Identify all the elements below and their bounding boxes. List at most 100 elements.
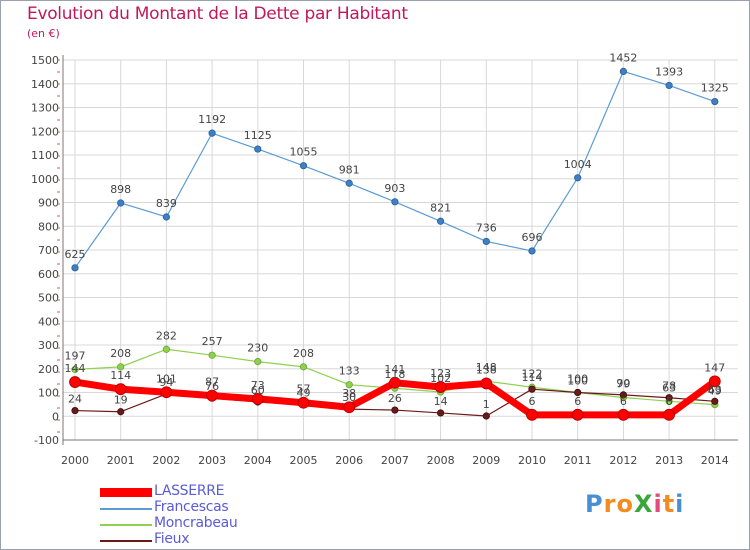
data-point-lasserre (434, 381, 447, 393)
legend-label-fieux: Fieux (154, 531, 190, 547)
data-point-moncrabeau (117, 363, 125, 371)
data-label-moncrabeau: 208 (293, 347, 314, 360)
data-label-moncrabeau: 118 (384, 368, 405, 381)
data-label-fieux: 100 (567, 375, 588, 388)
y-tick-label: 400 (38, 315, 59, 328)
data-label-moncrabeau: 197 (65, 349, 86, 362)
data-label-lasserre: 144 (65, 362, 86, 375)
data-point-francescas (711, 97, 719, 106)
data-label-moncrabeau: 122 (522, 367, 543, 380)
data-point-francescas (436, 217, 445, 225)
data-label-moncrabeau: 257 (202, 335, 223, 348)
x-tick-label: 2002 (152, 454, 180, 467)
data-label-francescas: 898 (110, 183, 131, 196)
data-label-francescas: 1393 (655, 65, 683, 78)
chart-title: Evolution du Montant de la Dette par Hab… (27, 4, 408, 24)
data-point-francescas (208, 129, 216, 137)
data-label-fieux: 94 (159, 376, 173, 389)
data-label-lasserre: 114 (110, 369, 131, 382)
data-label-moncrabeau: 282 (156, 329, 177, 342)
x-tick-label: 2012 (609, 454, 637, 467)
y-tick-label: 300 (38, 339, 59, 352)
proxiti-logo: ProXiti (585, 490, 684, 518)
data-label-fieux: 49 (297, 387, 311, 400)
x-tick-label: 2008 (427, 454, 455, 467)
data-label-francescas: 1325 (701, 82, 729, 95)
data-label-lasserre: 6 (620, 395, 627, 408)
data-label-lasserre: 57 (297, 383, 311, 396)
data-label-moncrabeau: 102 (430, 372, 451, 385)
logo-letter: t (662, 490, 676, 518)
x-tick-label: 2001 (107, 454, 135, 467)
x-tick-label: 2007 (381, 454, 409, 467)
y-tick-label: 800 (38, 220, 59, 233)
data-label-lasserre: 138 (476, 363, 497, 376)
data-point-fieux (528, 385, 536, 393)
y-tick-label: 900 (38, 197, 59, 210)
data-label-fieux: 14 (434, 395, 448, 408)
logo-letter: o (616, 490, 634, 518)
data-label-francescas: 1055 (290, 146, 318, 159)
data-point-lasserre (571, 408, 584, 421)
x-tick-label: 2006 (335, 454, 363, 467)
y-tick-label: 1000 (31, 173, 59, 186)
data-point-moncrabeau (71, 365, 79, 374)
data-label-fieux: 63 (708, 383, 722, 396)
data-label-moncrabeau: 133 (339, 365, 360, 378)
x-tick-label: 2009 (472, 454, 500, 467)
data-label-fieux: 30 (342, 391, 356, 404)
logo-letter: i (653, 490, 663, 518)
data-label-lasserre: 123 (430, 367, 451, 380)
data-point-lasserre (69, 376, 81, 388)
data-point-lasserre (663, 408, 675, 421)
data-point-lasserre (251, 393, 264, 405)
x-tick-label: 2011 (564, 454, 592, 467)
data-point-francescas (528, 247, 536, 255)
data-point-moncrabeau (254, 358, 262, 366)
data-point-moncrabeau (345, 381, 353, 389)
data-label-francescas: 696 (522, 231, 543, 244)
data-label-lasserre: 6 (574, 395, 581, 408)
y-tick-label: 1400 (31, 78, 59, 91)
data-point-lasserre (526, 408, 538, 421)
data-label-moncrabeau: 230 (247, 342, 268, 355)
data-label-fieux: 78 (662, 380, 676, 393)
data-point-lasserre (114, 383, 127, 396)
data-label-moncrabeau: 100 (567, 373, 588, 386)
data-label-francescas: 1192 (198, 113, 226, 126)
data-label-fieux: 24 (68, 393, 82, 406)
data-label-lasserre: 6 (529, 395, 536, 408)
chart-subtitle: (en €) (27, 27, 60, 40)
data-point-fieux (619, 391, 628, 399)
y-tick-label: 700 (38, 244, 59, 257)
data-label-lasserre: 6 (666, 395, 673, 408)
data-point-fieux (665, 394, 673, 402)
data-point-francescas (391, 198, 399, 206)
data-label-lasserre: 147 (704, 361, 725, 374)
data-label-fieux: 90 (616, 377, 630, 390)
data-point-lasserre (297, 396, 310, 409)
data-label-fieux: 60 (251, 384, 265, 397)
data-point-lasserre (160, 386, 173, 399)
data-label-lasserre: 38 (342, 387, 356, 400)
data-label-francescas: 1004 (564, 158, 592, 171)
data-point-fieux (574, 388, 582, 397)
logo-letter: P (585, 490, 604, 518)
data-label-fieux: 76 (205, 380, 219, 393)
x-tick-label: 2004 (244, 454, 272, 467)
y-tick-label: 0 (52, 410, 59, 423)
data-label-francescas: 1125 (244, 129, 272, 142)
data-point-francescas (162, 213, 170, 221)
data-point-moncrabeau (299, 363, 308, 371)
x-tick-label: 2000 (61, 454, 89, 467)
data-label-fieux: 1 (483, 398, 490, 411)
data-point-lasserre (617, 408, 630, 421)
data-point-lasserre (708, 375, 721, 388)
data-point-lasserre (388, 376, 401, 389)
y-tick-label: 1200 (31, 125, 59, 138)
data-label-francescas: 1452 (609, 51, 637, 64)
logo-letter: r (603, 490, 617, 518)
data-point-moncrabeau (208, 351, 216, 359)
data-point-lasserre (343, 401, 356, 414)
